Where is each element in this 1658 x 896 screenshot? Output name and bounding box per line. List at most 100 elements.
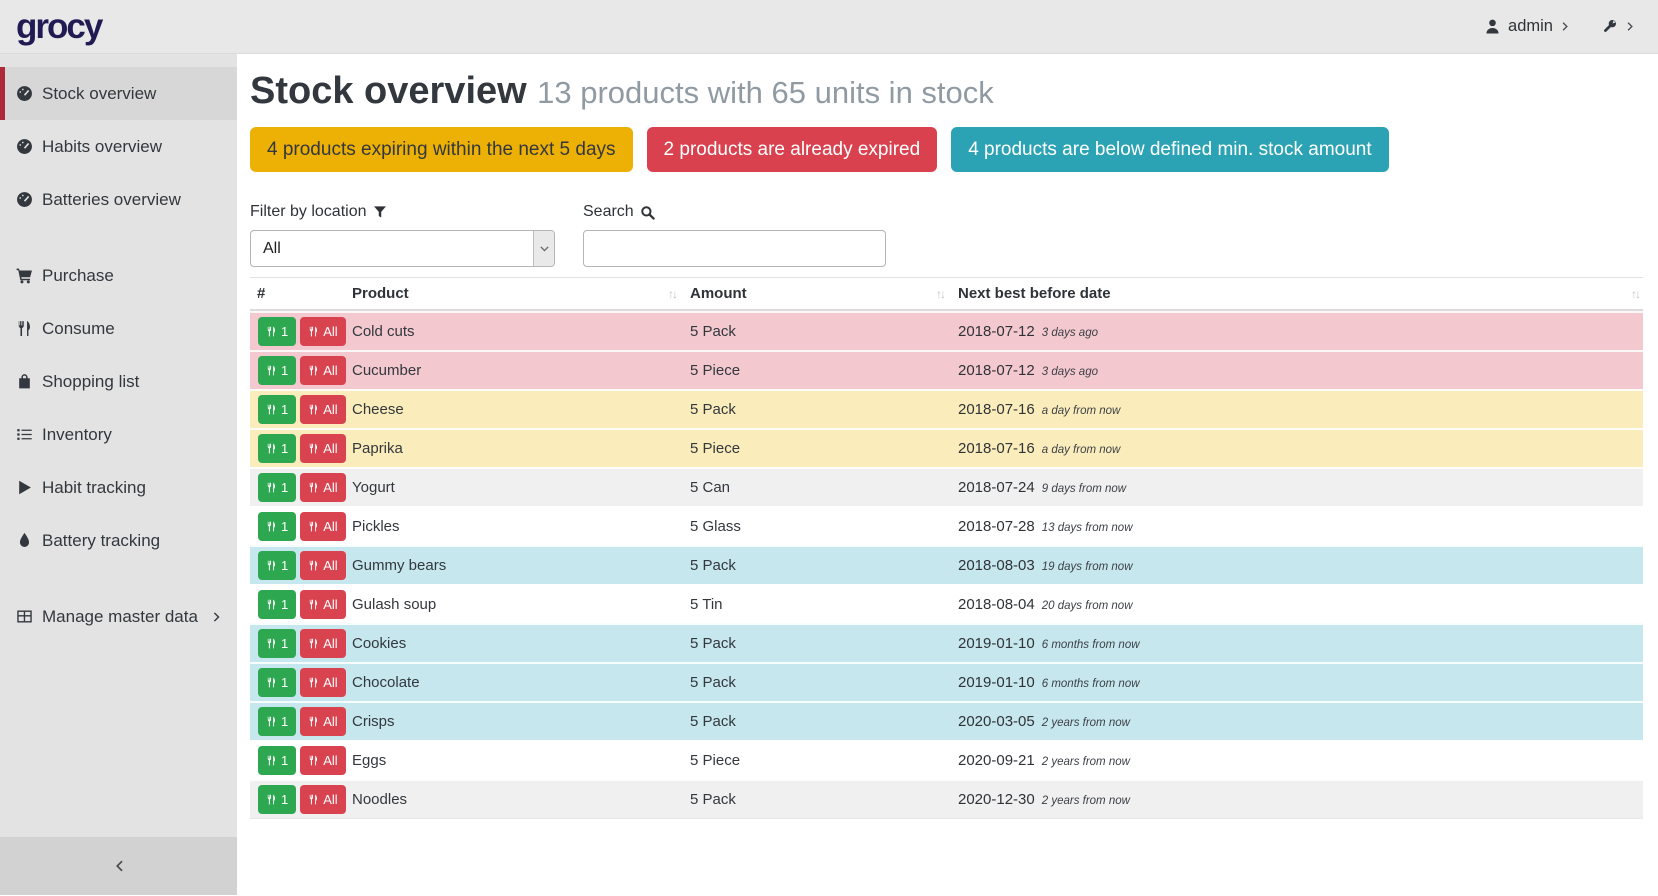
- location-select-value: All: [251, 240, 533, 258]
- consume-all-button[interactable]: All: [300, 512, 345, 541]
- consume-all-button[interactable]: All: [300, 473, 345, 502]
- sort-icon: ↑↓: [1631, 287, 1643, 301]
- table-row: 1 All Cucumber 5 Piece 2018-07-123 days …: [250, 350, 1643, 389]
- best-before-date: 2020-09-212 years from now: [958, 752, 1643, 769]
- consume-all-button[interactable]: All: [300, 551, 345, 580]
- relative-time: 19 days from now: [1042, 561, 1133, 573]
- alert-badge[interactable]: 4 products expiring within the next 5 da…: [250, 127, 633, 172]
- user-name: admin: [1508, 17, 1553, 36]
- app-logo[interactable]: grocy: [16, 7, 101, 47]
- consume-all-button[interactable]: All: [300, 317, 345, 346]
- alert-badge[interactable]: 4 products are below defined min. stock …: [951, 127, 1388, 172]
- column-header-amount[interactable]: Amount ↑↓: [690, 278, 958, 309]
- sidebar-item-label: Inventory: [42, 425, 112, 445]
- best-before-date: 2018-07-249 days from now: [958, 479, 1643, 496]
- utensils-icon: [308, 521, 319, 532]
- product-name: Cold cuts: [352, 323, 690, 340]
- consume-one-button[interactable]: 1: [258, 707, 296, 736]
- consume-one-button[interactable]: 1: [258, 668, 296, 697]
- consume-all-button[interactable]: All: [300, 746, 345, 775]
- consume-one-button[interactable]: 1: [258, 629, 296, 658]
- gauge-icon: [16, 85, 33, 102]
- gauge-icon: [16, 191, 33, 208]
- sidebar-item-batteries-overview[interactable]: Batteries overview: [0, 173, 237, 226]
- table-row: 1 All Cookies 5 Pack 2019-01-106 months …: [250, 623, 1643, 662]
- consume-all-button[interactable]: All: [300, 785, 345, 814]
- utensils-icon: [266, 638, 277, 649]
- sidebar-item-label: Habits overview: [42, 137, 162, 157]
- column-header-date[interactable]: Next best before date ↑↓: [958, 278, 1643, 309]
- relative-time: 9 days from now: [1042, 483, 1126, 495]
- sidebar-item-label: Manage master data: [42, 607, 198, 627]
- product-name: Chocolate: [352, 674, 690, 691]
- cart-icon: [16, 267, 33, 284]
- sidebar-item-habit-tracking[interactable]: Habit tracking: [0, 461, 237, 514]
- consume-one-button[interactable]: 1: [258, 785, 296, 814]
- chevron-right-icon: [1560, 21, 1571, 32]
- sidebar-item-purchase[interactable]: Purchase: [0, 249, 237, 302]
- best-before-date: 2018-07-123 days ago: [958, 323, 1643, 340]
- sidebar-item-battery-tracking[interactable]: Battery tracking: [0, 514, 237, 567]
- utensils-icon: [266, 443, 277, 454]
- utensils-icon: [266, 521, 277, 532]
- consume-all-button[interactable]: All: [300, 629, 345, 658]
- consume-one-button[interactable]: 1: [258, 434, 296, 463]
- column-header-number[interactable]: #: [250, 278, 352, 309]
- product-amount: 5 Pack: [690, 674, 958, 691]
- product-name: Paprika: [352, 440, 690, 457]
- wrench-icon: [1601, 18, 1618, 35]
- sidebar-item-manage-master-data[interactable]: Manage master data: [0, 590, 237, 643]
- consume-all-button[interactable]: All: [300, 434, 345, 463]
- consume-one-button[interactable]: 1: [258, 317, 296, 346]
- sidebar-item-consume[interactable]: Consume: [0, 302, 237, 355]
- product-amount: 5 Piece: [690, 440, 958, 457]
- consume-one-button[interactable]: 1: [258, 590, 296, 619]
- sidebar-item-inventory[interactable]: Inventory: [0, 408, 237, 461]
- sidebar-item-habits-overview[interactable]: Habits overview: [0, 120, 237, 173]
- search-input[interactable]: [583, 230, 886, 267]
- consume-one-button[interactable]: 1: [258, 551, 296, 580]
- sort-icon: ↑↓: [668, 287, 690, 301]
- relative-time: 6 months from now: [1042, 678, 1140, 690]
- product-name: Pickles: [352, 518, 690, 535]
- consume-one-button[interactable]: 1: [258, 512, 296, 541]
- sidebar: Stock overview Habits overview Batteries…: [0, 54, 237, 895]
- main-content: Stock overview 13 products with 65 units…: [237, 54, 1658, 895]
- best-before-date: 2018-07-123 days ago: [958, 362, 1643, 379]
- sidebar-collapse-button[interactable]: [0, 837, 237, 895]
- sidebar-item-stock-overview[interactable]: Stock overview: [0, 67, 237, 120]
- bag-icon: [16, 373, 33, 390]
- play-icon: [16, 479, 33, 496]
- alert-text: 4 products are below defined min. stock …: [968, 139, 1371, 161]
- table-body: 1 All Cold cuts 5 Pack 2018-07-123 days …: [250, 311, 1643, 819]
- relative-time: 13 days from now: [1042, 522, 1133, 534]
- utensils-icon: [16, 320, 33, 337]
- consume-one-button[interactable]: 1: [258, 746, 296, 775]
- search-icon: [640, 205, 655, 220]
- page-header: Stock overview 13 products with 65 units…: [250, 70, 1643, 113]
- best-before-date: 2018-08-0319 days from now: [958, 557, 1643, 574]
- gauge-icon: [16, 138, 33, 155]
- droplet-icon: [16, 532, 33, 549]
- user-menu[interactable]: admin: [1484, 17, 1571, 36]
- consume-one-button[interactable]: 1: [258, 473, 296, 502]
- column-header-product[interactable]: Product ↑↓: [352, 278, 690, 309]
- consume-all-button[interactable]: All: [300, 707, 345, 736]
- relative-time: 3 days ago: [1042, 327, 1098, 339]
- alert-badge[interactable]: 2 products are already expired: [647, 127, 938, 172]
- sidebar-item-shopping-list[interactable]: Shopping list: [0, 355, 237, 408]
- consume-all-button[interactable]: All: [300, 356, 345, 385]
- table-row: 1 All Noodles 5 Pack 2020-12-302 years f…: [250, 779, 1643, 818]
- table-row: 1 All Yogurt 5 Can 2018-07-249 days from…: [250, 467, 1643, 506]
- consume-all-button[interactable]: All: [300, 590, 345, 619]
- table-header: # Product ↑↓ Amount ↑↓ Next best before …: [250, 277, 1643, 311]
- consume-one-button[interactable]: 1: [258, 356, 296, 385]
- select-dropdown-button: [533, 231, 554, 266]
- utensils-icon: [308, 443, 319, 454]
- consume-all-button[interactable]: All: [300, 668, 345, 697]
- list-icon: [16, 426, 33, 443]
- consume-one-button[interactable]: 1: [258, 395, 296, 424]
- location-select[interactable]: All: [250, 230, 555, 267]
- consume-all-button[interactable]: All: [300, 395, 345, 424]
- settings-menu[interactable]: [1601, 18, 1636, 35]
